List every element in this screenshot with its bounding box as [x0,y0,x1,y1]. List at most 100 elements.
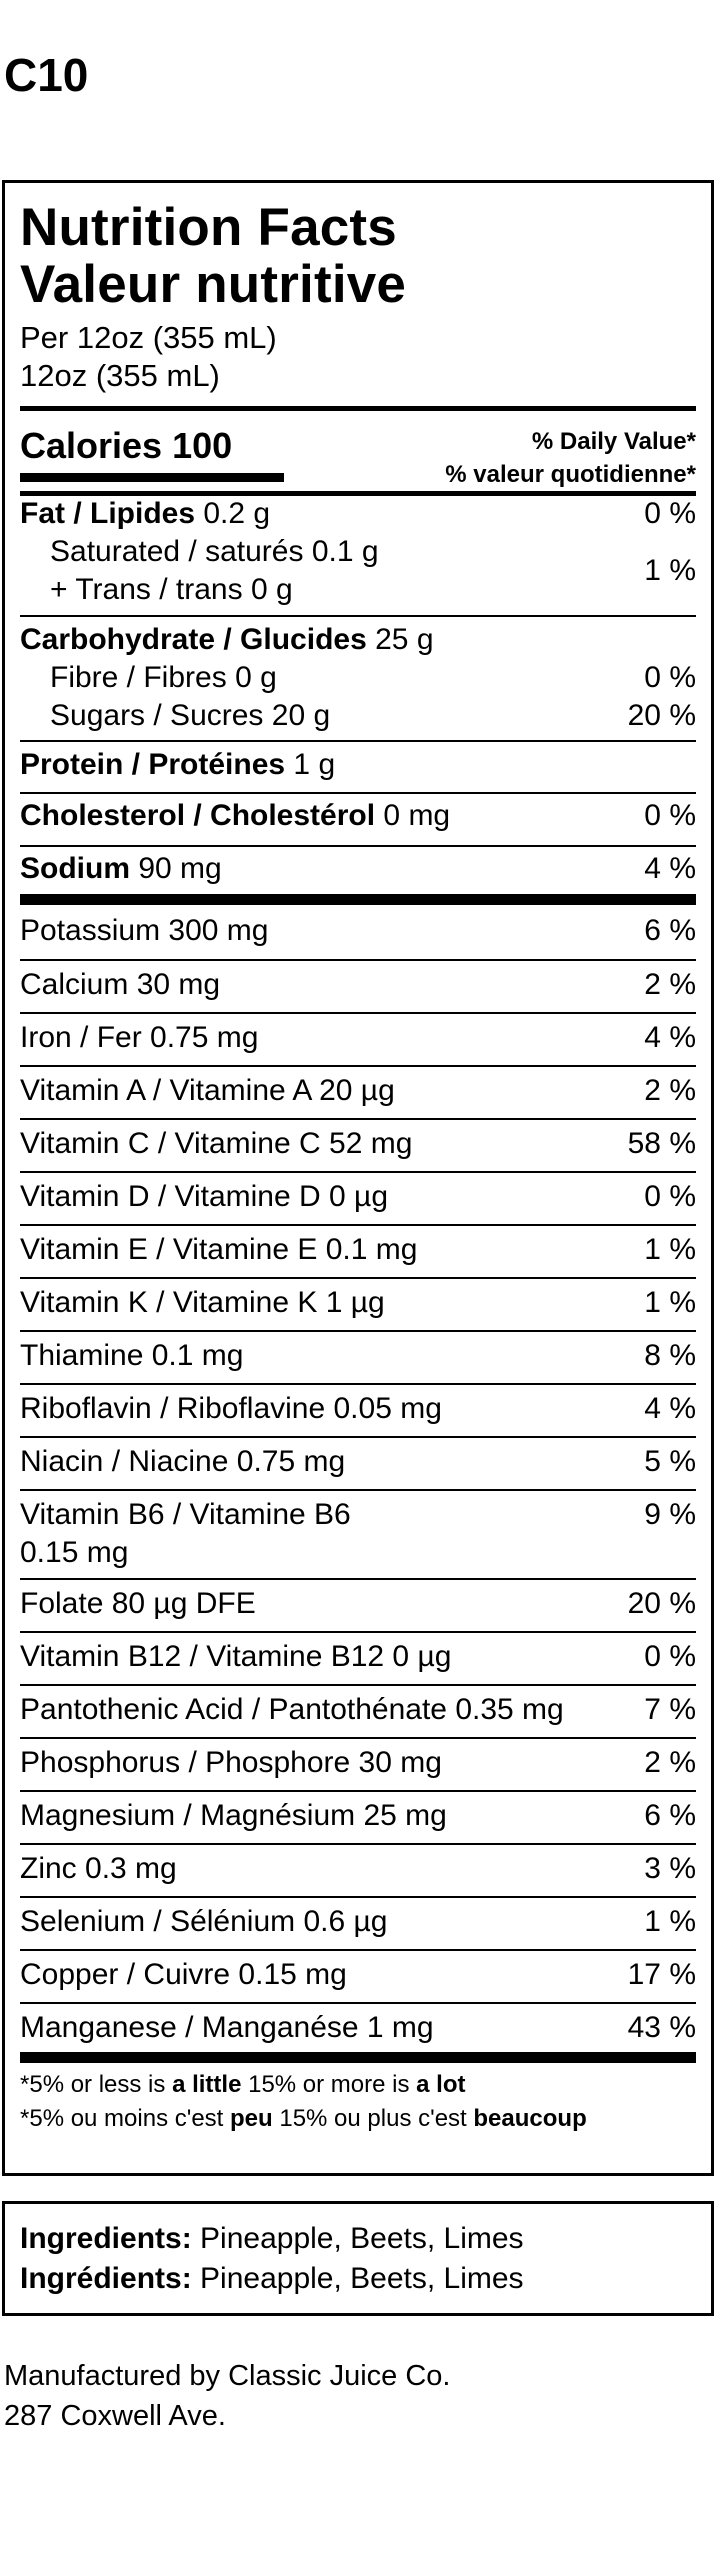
footnote-text: *5% or less is [20,2071,173,2098]
trans-label: + Trans / trans [50,573,243,606]
micro-dv: 3 % [644,1852,696,1885]
nutrition-facts-inner: Nutrition Facts Valeur nutritive Per 12o… [20,183,696,2173]
micro-row: Selenium / Sélénium 0.6 µg 1 % [20,1903,696,1941]
carbohydrate-amount: 25 g [375,623,434,656]
saturated-row: Saturated / saturés 0.1 g [20,533,696,571]
fat-dv: 0 % [644,497,696,530]
divider [20,2002,696,2004]
micro-dv: 5 % [644,1445,696,1478]
ingredients-text: Pineapple, Beets, Limes [200,2222,524,2255]
ingredients-en: Ingredients: Pineapple, Beets, Limes [20,2220,524,2258]
trans-row: + Trans / trans 0 g [20,571,696,609]
protein-label: Protein / Protéines [20,748,286,781]
micro-dv: 1 % [644,1233,696,1266]
divider [20,1012,696,1014]
micro-label: Vitamin C / Vitamine C 52 mg [20,1127,413,1160]
micro-row: Vitamin B6 / Vitamine B6 0.15 mg 9 % [20,1496,696,1572]
title-fr: Valeur nutritive [20,255,407,314]
micro-label: Riboflavin / Riboflavine 0.05 mg [20,1392,442,1425]
carbohydrate-label: Carbohydrate / Glucides [20,623,367,656]
divider [20,1436,696,1438]
fat-amount: 0.2 g [203,497,271,530]
micro-dv: 4 % [644,1392,696,1425]
divider [20,959,696,961]
micro-dv: 20 % [627,1587,696,1620]
divider [20,1896,696,1898]
sat-trans-dv: 1 % [644,554,696,587]
ingredients-label: Ingrédients: [20,2262,192,2295]
sugars-row: Sugars / Sucres 20 g 20 % [20,697,696,735]
micro-label: Zinc 0.3 mg [20,1852,177,1885]
fibre-row: Fibre / Fibres 0 g 0 % [20,659,696,697]
micro-dv: 6 % [644,914,696,947]
protein-amount: 1 g [293,748,336,781]
fibre-dv: 0 % [644,661,696,694]
footnote-text: 15% or more is [241,2071,417,2098]
sodium-label: Sodium [20,852,130,885]
divider [20,1684,696,1686]
micro-dv: 2 % [644,1746,696,1779]
calories-value: 100 [172,425,233,466]
calories-bar [20,473,284,482]
sodium-dv: 4 % [644,852,696,885]
micro-row: Folate 80 µg DFE 20 % [20,1585,696,1623]
dv-header-en: % Daily Value* [531,428,696,455]
micro-label: Magnesium / Magnésium 25 mg [20,1799,447,1832]
micro-label: Vitamin K / Vitamine K 1 µg [20,1286,385,1319]
micro-row: Phosphorus / Phosphore 30 mg 2 % [20,1744,696,1782]
divider [20,1631,696,1633]
divider [20,740,696,742]
cholesterol-dv: 0 % [644,799,696,832]
divider [20,1171,696,1173]
fat-label: Fat / Lipides [20,497,196,530]
divider-thick [20,894,696,905]
fibre-amount: 0 g [235,661,277,694]
micro-row: Vitamin C / Vitamine C 52 mg 58 % [20,1125,696,1163]
micro-row: Vitamin E / Vitamine E 0.1 mg 1 % [20,1231,696,1269]
micro-label: Vitamin D / Vitamine D 0 µg [20,1180,388,1213]
micro-row: Niacin / Niacine 0.75 mg 5 % [20,1443,696,1481]
title-en: Nutrition Facts [20,198,397,257]
micro-dv: 2 % [644,968,696,1001]
sugars-amount: 20 g [271,699,331,732]
micro-label-line2: 0.15 mg [20,1536,129,1569]
footnote-text: 15% ou plus c'est [272,2105,474,2132]
divider [20,1277,696,1279]
micro-dv: 9 % [644,1498,696,1531]
manufacturer-line-2: 287 Coxwell Ave. [4,2400,226,2432]
micro-row: Iron / Fer 0.75 mg 4 % [20,1019,696,1057]
trans-amount: 0 g [250,573,293,606]
micro-row: Pantothenic Acid / Pantothénate 0.35 mg 7… [20,1691,696,1729]
divider [20,845,696,847]
micro-row: Magnesium / Magnésium 25 mg 6 % [20,1797,696,1835]
cholesterol-label: Cholesterol / Cholestérol [20,799,376,832]
micro-label: Vitamin B12 / Vitamine B12 0 µg [20,1640,452,1673]
fat-combined-dv: 1 % [644,552,696,590]
carbohydrate-row: Carbohydrate / Glucides 25 g [20,621,696,659]
protein-row: Protein / Protéines 1 g [20,746,696,784]
divider [20,1790,696,1792]
footnote-text: *5% ou moins c'est [20,2105,231,2132]
serving-size: 12oz (355 mL) [20,358,220,393]
cholesterol-amount: 0 mg [383,799,451,832]
nutrient-name: Fat / Lipides 0.2 g [20,497,270,530]
divider [20,1330,696,1332]
micro-row: Manganese / Manganése 1 mg 43 % [20,2009,696,2047]
micro-label: Iron / Fer 0.75 mg [20,1021,259,1054]
panel-title: Nutrition Facts Valeur nutritive [20,199,406,313]
micro-label: Selenium / Sélénium 0.6 µg [20,1905,388,1938]
micro-label: Vitamin A / Vitamine A 20 µg [20,1074,395,1107]
serving-info: Per 12oz (355 mL) 12oz (355 mL) [20,319,277,395]
divider [20,1949,696,1951]
micro-label: Vitamin E / Vitamine E 0.1 mg [20,1233,418,1266]
footnote-emphasis: peu [230,2105,273,2132]
micro-label: Niacin / Niacine 0.75 mg [20,1445,346,1478]
ingredients-box: Ingredients: Pineapple, Beets, Limes Ing… [2,2201,714,2316]
serving-per: Per 12oz (355 mL) [20,320,277,355]
divider [20,1383,696,1385]
sodium-amount: 90 mg [138,852,222,885]
micro-label: Vitamin B6 / Vitamine B6 [20,1498,351,1531]
calories: Calories 100 [20,425,232,467]
daily-value-header: % Daily Value* % valeur quotidienne* [445,425,696,491]
ingredients-label: Ingredients: [20,2222,192,2255]
